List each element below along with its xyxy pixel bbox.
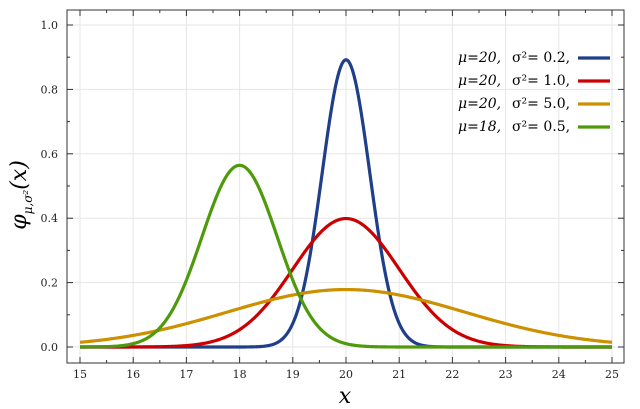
- y-tick-label: 0.4: [41, 212, 59, 225]
- x-tick-label: 21: [392, 368, 406, 381]
- legend-entry: μ=20, σ²= 1.0,: [458, 73, 610, 89]
- y-axis-label-main: φ: [7, 214, 32, 230]
- y-axis-label-sub: μ,σ²: [21, 190, 35, 215]
- x-tick-label: 25: [605, 368, 619, 381]
- series-line: [79, 163, 613, 349]
- x-axis-label: x: [339, 384, 352, 409]
- x-tick-label: 15: [73, 368, 87, 381]
- y-tick-label: 1.0: [41, 19, 59, 32]
- x-tick-label: 19: [286, 368, 300, 381]
- x-tick-label: 17: [179, 368, 193, 381]
- x-tick-label: 20: [339, 368, 353, 381]
- x-tick-label: 23: [499, 368, 513, 381]
- y-tick-label: 0.8: [41, 83, 59, 96]
- series-line: [79, 287, 613, 344]
- series-group: [79, 58, 613, 349]
- legend-sigma-label: σ²= 0.5,: [512, 119, 570, 135]
- legend-entry: μ=18, σ²= 0.5,: [458, 119, 610, 135]
- legend-sigma-label: σ²= 0.2,: [512, 50, 570, 66]
- y-tick-label: 0.2: [41, 277, 59, 290]
- legend-entry: μ=20, σ²= 0.2,: [458, 50, 610, 66]
- legend: μ=20, σ²= 0.2,μ=20, σ²= 1.0,μ=20, σ²= 5.0,μ…: [458, 50, 610, 135]
- legend-mu-label: μ=18,: [458, 119, 501, 135]
- y-tick-label: 0.6: [41, 148, 59, 161]
- x-tick-label: 16: [126, 368, 140, 381]
- legend-mu-label: μ=20,: [458, 50, 501, 66]
- y-axis-label: φμ,σ²(x): [7, 160, 35, 230]
- legend-sigma-label: σ²= 1.0,: [512, 73, 570, 89]
- legend-mu-label: μ=20,: [458, 73, 501, 89]
- x-tick-label: 24: [552, 368, 566, 381]
- legend-entry: μ=20, σ²= 5.0,: [458, 96, 610, 112]
- legend-sigma-label: σ²= 5.0,: [512, 96, 570, 112]
- x-tick-label: 22: [445, 368, 459, 381]
- x-tick-label: 18: [233, 368, 247, 381]
- axis-ticks: 15 16 17 18 19 20 21 22 23 24 25 0.0 0.2 0.4 0.6 0.8 1.0: [41, 10, 624, 381]
- y-axis-label-arg: (x): [7, 160, 32, 190]
- y-tick-label: 0.0: [41, 341, 59, 354]
- legend-mu-label: μ=20,: [458, 96, 501, 112]
